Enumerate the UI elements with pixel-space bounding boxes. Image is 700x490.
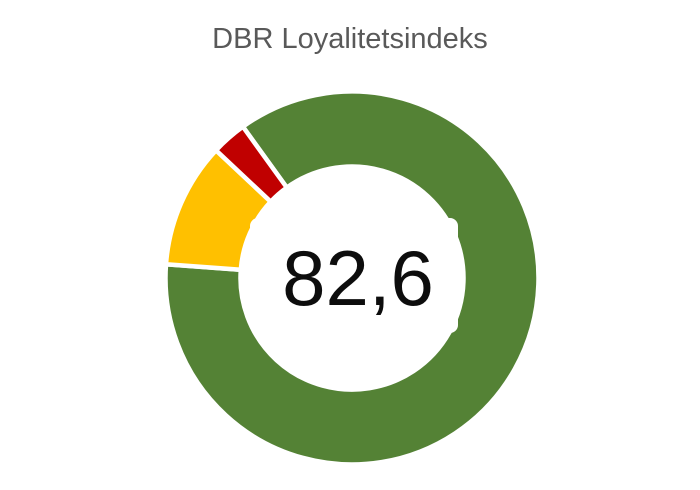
chart-title: DBR Loyalitetsindeks bbox=[212, 23, 488, 55]
donut-slice-green bbox=[163, 89, 541, 467]
center-value-label: 82,6 bbox=[282, 233, 434, 322]
center-label-background bbox=[250, 218, 458, 333]
donut-slices bbox=[163, 89, 541, 467]
donut-slice-red bbox=[212, 123, 290, 205]
